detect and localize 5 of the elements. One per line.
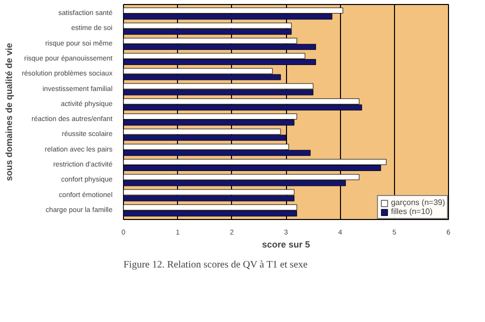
legend-label: garçons (n=39) xyxy=(390,198,445,207)
legend-label: filles (n=10) xyxy=(390,207,433,216)
x-axis-title: score sur 5 xyxy=(262,240,310,250)
caption: Figure 12. Relation scores de QV à T1 et sexe xyxy=(124,260,308,270)
y-axis-title: sous domaines de qualité de vie xyxy=(4,42,14,182)
